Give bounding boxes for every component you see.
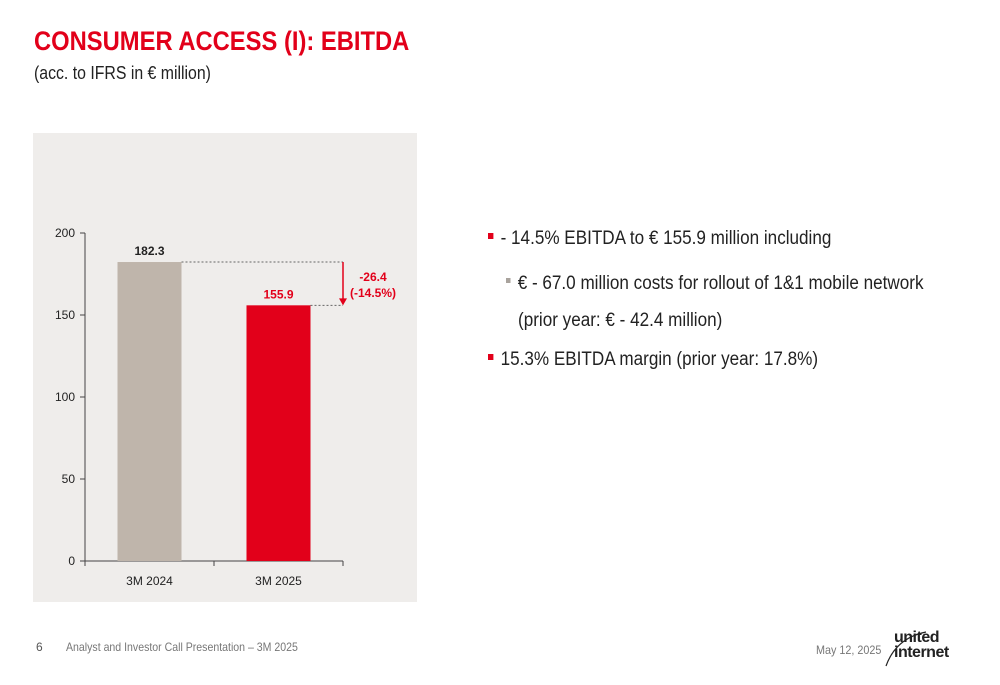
delta-label-percent: (-14.5%) bbox=[350, 286, 396, 300]
logo-swoosh-icon bbox=[885, 631, 927, 667]
bullet-text: € - 67.0 million costs for rollout of 1&… bbox=[517, 273, 924, 294]
bullet-ebitda-change: - 14.5% EBITDA to € 155.9 million includ… bbox=[488, 228, 938, 250]
logo-text-line1: united bbox=[894, 629, 940, 646]
bullet-marker bbox=[506, 278, 511, 284]
bullet-text: 15.3% EBITDA margin (prior year: 17.8%) bbox=[500, 349, 819, 370]
bullet-ebitda-margin: 15.3% EBITDA margin (prior year: 17.8%) bbox=[488, 349, 938, 371]
delta-arrow-head bbox=[339, 298, 347, 306]
footer-text: Analyst and Investor Call Presentation –… bbox=[66, 640, 298, 654]
chart-panel bbox=[33, 133, 417, 602]
bullet-text: - 14.5% EBITDA to € 155.9 million includ… bbox=[500, 228, 832, 249]
bullet-text: (prior year: € - 42.4 million) bbox=[518, 310, 723, 331]
footer-date: May 12, 2025 bbox=[816, 643, 882, 657]
bar-3m-2024 bbox=[117, 262, 182, 561]
page-title: CONSUMER ACCESS (I): EBITDA bbox=[34, 26, 410, 56]
bullet-rollout-costs-continued: (prior year: € - 42.4 million) bbox=[518, 310, 941, 332]
bar-value-label: 182.3 bbox=[134, 244, 164, 258]
bullet-list: - 14.5% EBITDA to € 155.9 million includ… bbox=[488, 228, 988, 371]
y-tick-label: 50 bbox=[62, 472, 76, 486]
delta-label-absolute: -26.4 bbox=[359, 270, 387, 284]
y-tick-label: 150 bbox=[55, 308, 75, 322]
bullet-rollout-costs: € - 67.0 million costs for rollout of 1&… bbox=[506, 273, 940, 295]
ebitda-bar-chart: 0 50 100 150 200 182.3 3M 2024 155.9 3M 2025 -26.… bbox=[55, 226, 396, 588]
united-internet-logo: united internet bbox=[882, 626, 962, 670]
logo-text-line2: internet bbox=[894, 644, 949, 661]
bullet-marker bbox=[488, 353, 494, 360]
x-tick-label: 3M 2025 bbox=[255, 574, 302, 588]
page-number: 6 bbox=[36, 640, 43, 654]
bar-3m-2025 bbox=[246, 305, 311, 561]
page-subtitle: (acc. to IFRS in € million) bbox=[34, 63, 211, 83]
y-tick-label: 200 bbox=[55, 226, 75, 240]
bullet-marker bbox=[488, 232, 494, 239]
bar-value-label: 155.9 bbox=[263, 287, 293, 301]
y-tick-label: 100 bbox=[55, 390, 75, 404]
x-tick-label: 3M 2024 bbox=[126, 574, 173, 588]
y-tick-label: 0 bbox=[68, 554, 75, 568]
